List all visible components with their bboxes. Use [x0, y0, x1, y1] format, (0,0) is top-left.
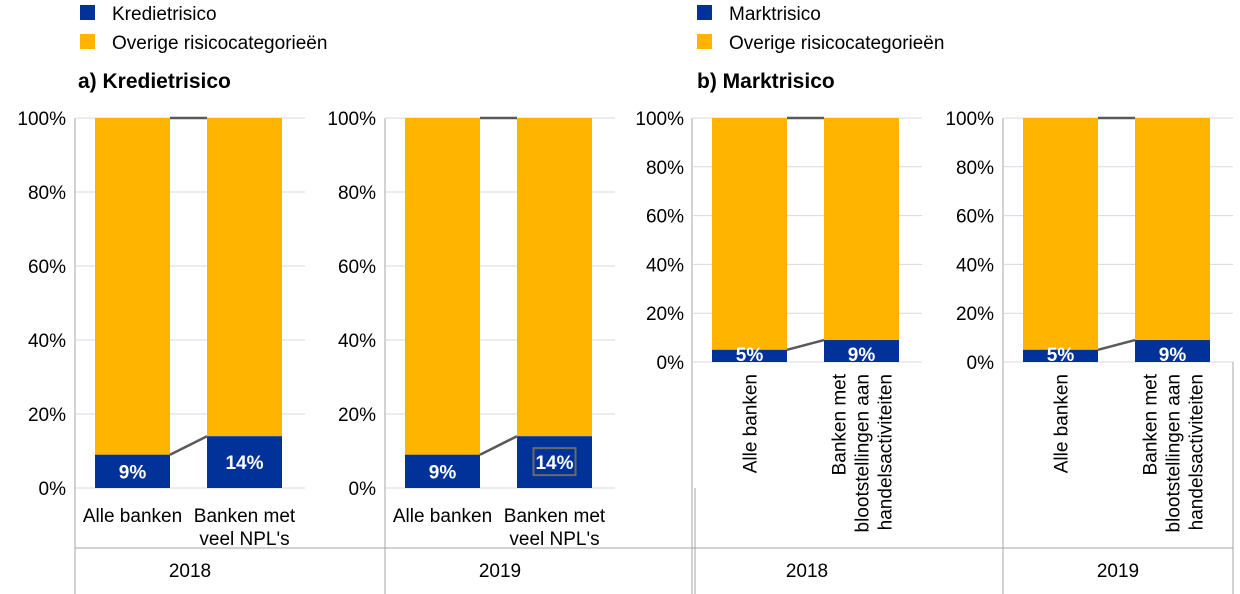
bar-segment-primary: [1023, 349, 1098, 362]
bar-segment-primary: [824, 340, 899, 362]
bar-segment-primary: [712, 349, 787, 362]
y-tick-label: 20%: [646, 304, 684, 325]
y-tick-label: 80%: [646, 158, 684, 179]
panel-2018: 0% 20% 40% 60% 80% 100% 9% Alle banken 14% Banken…: [17, 109, 385, 594]
data-label: 5%: [1047, 345, 1075, 366]
chart-b-marktrisico: Marktrisico Overige risicocategorieën b) M…: [635, 4, 1234, 594]
y-tick-label: 0%: [657, 353, 685, 374]
y-tick-label: 40%: [646, 255, 684, 276]
legend-label-other: Overige risicocategorieën: [112, 33, 327, 54]
category-label: Banken met: [830, 373, 851, 475]
legend-label-primary: Marktrisico: [729, 4, 821, 25]
year-label: 2018: [786, 561, 828, 582]
year-label: 2019: [1097, 561, 1139, 582]
category-label: veel NPL's: [199, 529, 289, 550]
data-label: 9%: [848, 345, 876, 366]
legend-label-other: Overige risicocategorieën: [729, 33, 944, 54]
legend-swatch-other: [80, 34, 95, 49]
year-label: 2018: [169, 561, 211, 582]
category-label: Alle banken: [83, 506, 182, 527]
bar-segment-other: [824, 118, 899, 341]
series-connector-line: [1097, 338, 1136, 352]
bar-segment-other: [207, 118, 282, 437]
panel-2019: 0% 20% 40% 60% 80% 100% 9% Alle banken 14% Banken…: [327, 109, 696, 594]
y-tick-label: 0%: [349, 479, 377, 500]
chart-a-kredietrisico: Kredietrisico Overige risicocategorieën a)…: [17, 4, 696, 594]
category-label: Alle banken: [741, 374, 762, 473]
legend-label-primary: Kredietrisico: [112, 4, 217, 25]
y-tick-label: 40%: [338, 331, 376, 352]
bar-segment-primary: [207, 436, 282, 488]
chart-title: b) Marktrisico: [697, 70, 835, 93]
y-tick-label: 40%: [28, 331, 66, 352]
data-label-highlight-box: [532, 447, 577, 477]
y-tick-label: 60%: [956, 207, 994, 228]
bar-segment-other: [1135, 118, 1210, 341]
y-tick-label: 20%: [338, 405, 376, 426]
category-label: handelsactiviteiten: [1187, 374, 1208, 530]
category-label: Banken met: [194, 506, 296, 527]
y-tick-label: 100%: [635, 109, 684, 130]
category-label: handelsactiviteiten: [876, 374, 897, 530]
data-label: 5%: [736, 345, 764, 366]
panel-2019: 0% 20% 40% 60% 80% 100% 5% Alle banken 9% Banken …: [945, 109, 1234, 594]
bar-segment-primary: [1135, 340, 1210, 362]
bar-segment-other: [405, 118, 480, 455]
y-tick-label: 0%: [39, 479, 67, 500]
y-tick-label: 20%: [956, 304, 994, 325]
data-label: 9%: [429, 462, 457, 483]
category-label: Banken met: [504, 506, 606, 527]
y-tick-label: 60%: [338, 257, 376, 278]
series-connector-line: [786, 338, 825, 352]
legend-swatch-primary: [697, 5, 712, 20]
y-tick-label: 100%: [945, 109, 994, 130]
y-tick-label: 40%: [956, 255, 994, 276]
bar-segment-primary: [405, 454, 480, 488]
y-tick-label: 0%: [967, 353, 995, 374]
data-label: 14%: [535, 453, 573, 474]
data-label: 14%: [225, 453, 263, 474]
bar-segment-other: [712, 118, 787, 350]
category-label: Banken met: [1141, 373, 1162, 475]
category-label: blootstellingen aan: [853, 374, 874, 532]
y-tick-label: 80%: [28, 183, 66, 204]
y-tick-label: 60%: [646, 207, 684, 228]
category-label: veel NPL's: [509, 529, 599, 550]
y-tick-label: 100%: [327, 109, 376, 130]
chart-title: a) Kredietrisico: [78, 70, 231, 93]
bar-segment-other: [95, 118, 170, 455]
legend-swatch-other: [697, 34, 712, 49]
panel-2018: 0% 20% 40% 60% 80% 100% 5% Alle banken 9% Banken …: [635, 109, 1003, 594]
y-tick-label: 60%: [28, 257, 66, 278]
category-label: Alle banken: [1052, 374, 1073, 473]
series-connector-line: [169, 435, 208, 456]
year-label: 2019: [479, 561, 521, 582]
data-label: 9%: [119, 462, 147, 483]
bar-segment-other: [517, 118, 592, 437]
legend-swatch-primary: [80, 5, 95, 20]
y-tick-label: 80%: [956, 158, 994, 179]
category-label: Alle banken: [393, 506, 492, 527]
data-label: 9%: [1159, 345, 1187, 366]
category-label: blootstellingen aan: [1164, 374, 1185, 532]
y-tick-label: 80%: [338, 183, 376, 204]
bar-segment-primary: [517, 436, 592, 488]
y-tick-label: 100%: [17, 109, 66, 130]
series-connector-line: [479, 435, 518, 456]
bar-segment-primary: [95, 454, 170, 488]
y-tick-label: 20%: [28, 405, 66, 426]
bar-segment-other: [1023, 118, 1098, 350]
